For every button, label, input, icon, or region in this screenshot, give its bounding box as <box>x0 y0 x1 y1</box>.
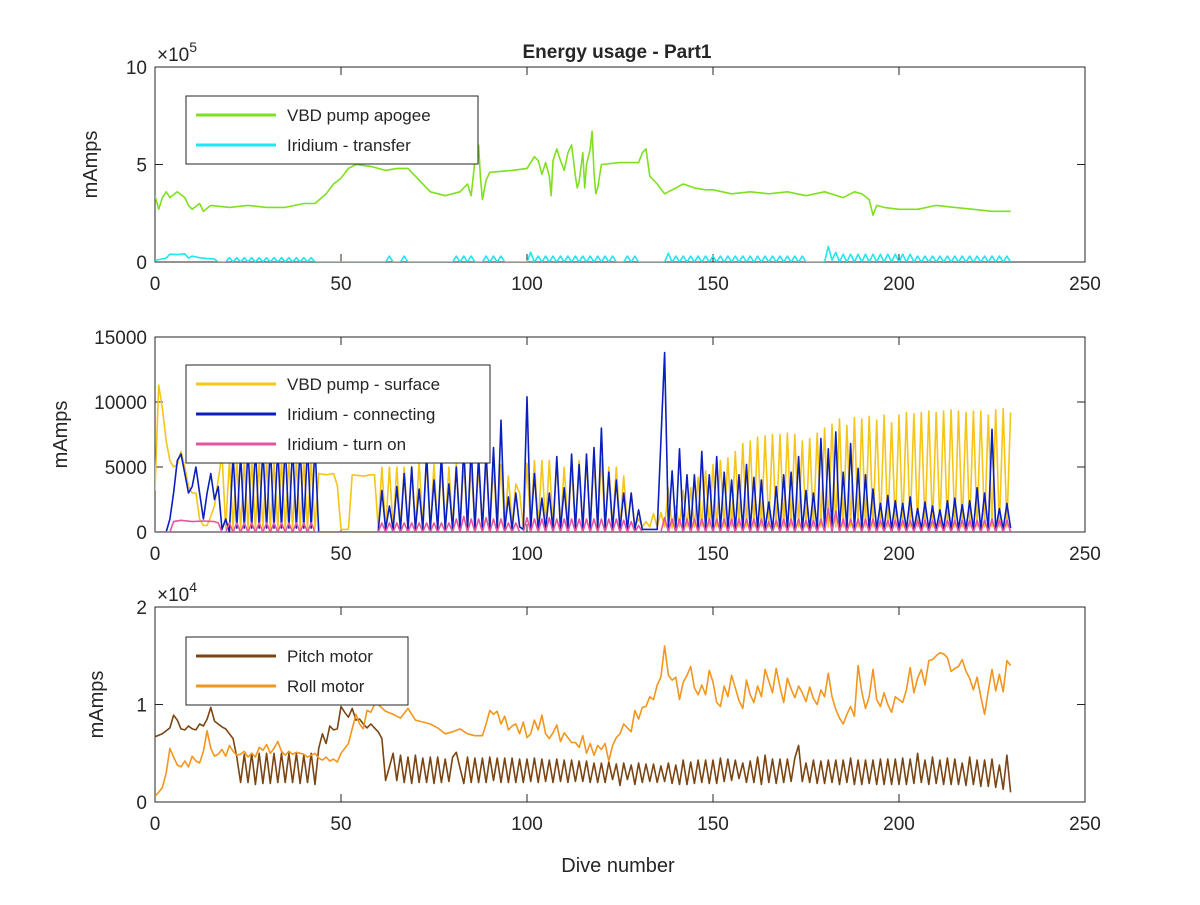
y-tick-label: 0 <box>136 793 147 814</box>
x-tick-label: 250 <box>1069 544 1101 565</box>
x-tick-label: 50 <box>330 814 351 835</box>
y-tick-label: 10 <box>126 58 147 79</box>
x-tick-label: 0 <box>150 544 161 565</box>
legend: VBD pump apogee Iridium - transfer <box>185 95 479 165</box>
y-tick-label: 10000 <box>94 393 147 414</box>
legend-entry-label: VBD pump apogee <box>287 106 431 125</box>
y-axis-label: mAmps <box>80 131 102 199</box>
y-axis-multiplier-exponent: 5 <box>189 39 197 55</box>
legend-box <box>185 95 479 165</box>
y-tick-label: 1 <box>136 696 147 717</box>
legend: VBD pump - surface Iridium - connecting Ir… <box>185 364 491 464</box>
x-tick-label: 150 <box>697 274 729 295</box>
x-tick-label: 100 <box>511 814 543 835</box>
axes-panel-2: 0 50 100 150 200 250 0 5000 10000 15000 mAmps VBD p… <box>50 328 1101 565</box>
x-tick-label: 200 <box>883 814 915 835</box>
series-line-1 <box>155 130 1011 216</box>
y-tick-label: 2 <box>136 598 147 619</box>
series-line-2 <box>155 245 1012 262</box>
x-axis-label: Dive number <box>561 855 675 877</box>
legend-entry-label: Iridium - connecting <box>287 405 435 424</box>
series-group <box>155 130 1012 262</box>
y-tick-label: 5000 <box>105 458 147 479</box>
x-tick-label: 250 <box>1069 814 1101 835</box>
legend-entry-label: Roll motor <box>287 677 365 696</box>
series-line-2 <box>155 645 1012 797</box>
x-tick-label: 200 <box>883 274 915 295</box>
legend-entry-label: VBD pump - surface <box>287 375 440 394</box>
x-tick-label: 50 <box>330 274 351 295</box>
x-tick-label: 150 <box>697 814 729 835</box>
x-tick-label: 0 <box>150 814 161 835</box>
y-tick-label: 0 <box>136 253 147 274</box>
x-tick-label: 100 <box>511 544 543 565</box>
y-tick-label: 0 <box>136 523 147 544</box>
x-tick-label: 150 <box>697 544 729 565</box>
legend: Pitch motor Roll motor <box>185 636 409 706</box>
series-line-3 <box>155 507 1012 532</box>
legend-box <box>185 636 409 706</box>
chart-title: Energy usage - Part1 <box>522 42 711 63</box>
legend-entry-label: Iridium - turn on <box>287 435 406 454</box>
y-axis-multiplier-exponent: 4 <box>189 579 197 595</box>
y-axis-label: mAmps <box>86 671 108 739</box>
x-tick-label: 100 <box>511 274 543 295</box>
x-tick-label: 200 <box>883 544 915 565</box>
y-axis-label: mAmps <box>50 401 72 469</box>
x-tick-label: 250 <box>1069 274 1101 295</box>
legend-entry-label: Iridium - transfer <box>287 136 411 155</box>
y-tick-label: 15000 <box>94 328 147 349</box>
series-group <box>155 645 1012 797</box>
x-tick-label: 50 <box>330 544 351 565</box>
x-tick-label: 0 <box>150 274 161 295</box>
y-tick-label: 5 <box>136 156 147 177</box>
legend-entry-label: Pitch motor <box>287 647 373 666</box>
